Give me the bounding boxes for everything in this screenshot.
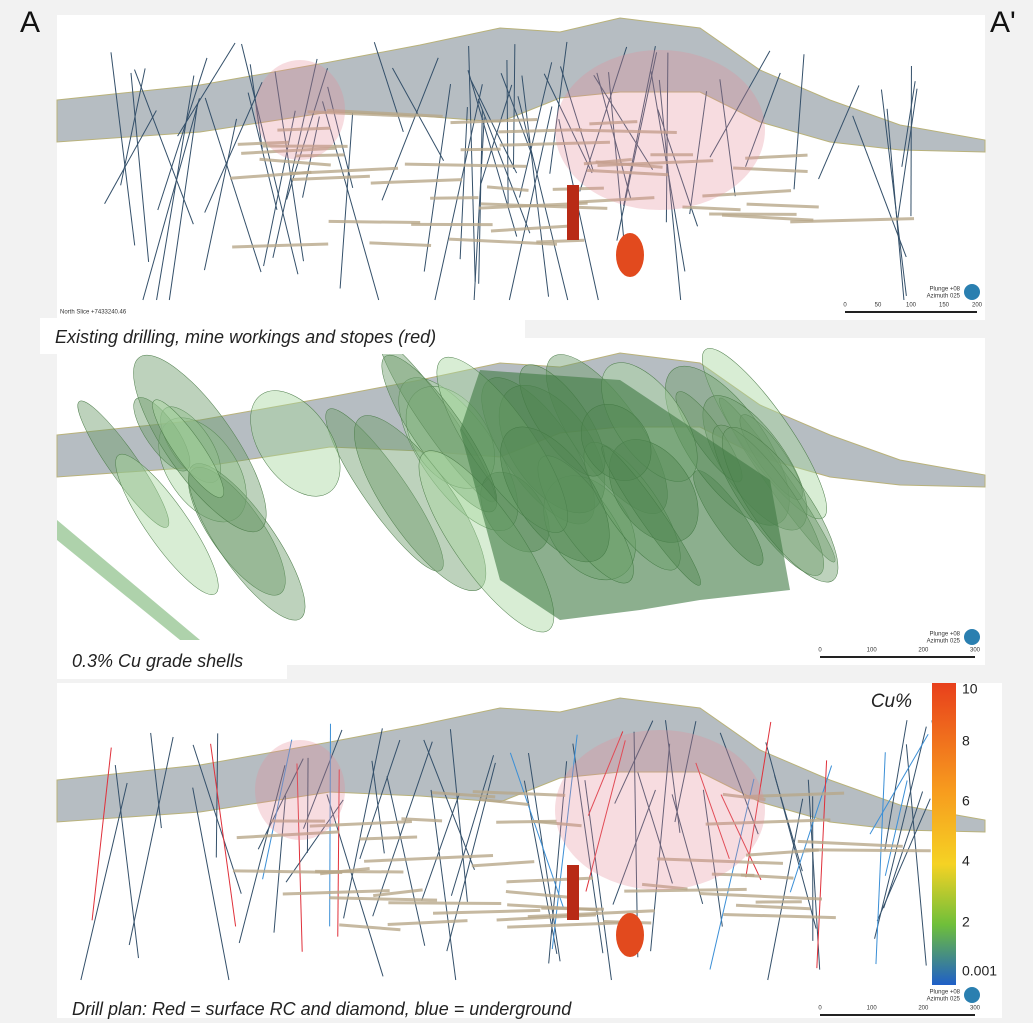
north-slice: North Slice +7433240.46 bbox=[60, 310, 127, 316]
section-label: A bbox=[20, 6, 40, 39]
legend-label: 8 bbox=[962, 733, 970, 749]
caption: Drill plan: Red = surface RC and diamond… bbox=[72, 999, 572, 1019]
section-label: A' bbox=[990, 6, 1016, 39]
legend-label: 0.001 bbox=[962, 963, 997, 979]
scale-label: 150 bbox=[939, 303, 950, 309]
orientation: Azimuth 025 bbox=[927, 639, 961, 645]
orientation: Azimuth 025 bbox=[927, 294, 961, 300]
mine-working bbox=[388, 903, 501, 904]
scale-label: 100 bbox=[867, 648, 878, 654]
stope bbox=[555, 730, 765, 890]
scale-label: 300 bbox=[970, 1006, 981, 1012]
stope bbox=[567, 865, 579, 920]
mine-working bbox=[805, 850, 931, 851]
orientation: Azimuth 025 bbox=[927, 997, 961, 1003]
mine-working bbox=[401, 819, 442, 821]
orientation: Plunge +08 bbox=[929, 990, 960, 996]
mine-working bbox=[359, 837, 417, 839]
mine-working bbox=[430, 198, 478, 199]
orientation: Plunge +08 bbox=[929, 287, 960, 293]
caption: 0.3% Cu grade shells bbox=[72, 651, 243, 671]
stope bbox=[616, 233, 644, 277]
scale-label: 200 bbox=[972, 303, 983, 309]
scale-label: 200 bbox=[918, 1006, 929, 1012]
mine-working bbox=[624, 889, 746, 891]
stope bbox=[616, 913, 644, 957]
scale-label: 100 bbox=[906, 303, 917, 309]
drill-hole bbox=[911, 66, 912, 216]
legend-label: 10 bbox=[962, 681, 978, 697]
stope bbox=[567, 185, 579, 240]
stope bbox=[255, 60, 345, 160]
legend-label: 2 bbox=[962, 914, 970, 930]
colorbar bbox=[932, 683, 956, 985]
mine-working bbox=[329, 221, 421, 222]
scale-label: 300 bbox=[970, 648, 981, 654]
mine-working bbox=[461, 149, 501, 150]
caption: Existing drilling, mine workings and sto… bbox=[55, 327, 436, 347]
orientation-icon bbox=[964, 987, 980, 1003]
stope bbox=[255, 740, 345, 840]
legend-label: 6 bbox=[962, 793, 970, 809]
figure: A A' North Slice +7433240.46 Existing dr… bbox=[0, 0, 1033, 1023]
scale-label: 200 bbox=[918, 648, 929, 654]
mine-working bbox=[496, 821, 556, 822]
scale-label: 100 bbox=[867, 1006, 878, 1012]
legend-title: Cu% bbox=[871, 691, 912, 712]
mine-working bbox=[536, 240, 584, 242]
orientation-icon bbox=[964, 284, 980, 300]
scale-label: 50 bbox=[875, 303, 882, 309]
orientation: Plunge +08 bbox=[929, 632, 960, 638]
stope bbox=[555, 50, 765, 210]
orientation-icon bbox=[964, 629, 980, 645]
legend-label: 4 bbox=[962, 853, 970, 869]
